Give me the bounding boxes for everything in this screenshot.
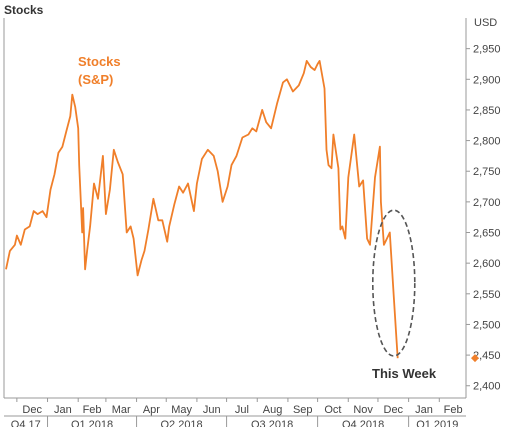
y-tick-label: 2,950 <box>473 44 501 56</box>
y-tick-label: 2,800 <box>473 136 501 148</box>
stocks-series-line <box>5 60 399 359</box>
y-axis-unit-label: USD <box>474 17 497 29</box>
x-quarter-label: Q2 2018 <box>160 419 202 427</box>
x-month-label: Feb <box>444 404 463 416</box>
this-week-highlight-ellipse <box>371 209 416 357</box>
y-tick-label: 2,750 <box>473 166 501 178</box>
y-tick-label: 2,600 <box>473 258 501 270</box>
series-label-line2: (S&P) <box>78 72 113 87</box>
x-month-label: Dec <box>22 404 42 416</box>
y-tick-label: 2,500 <box>473 319 501 331</box>
x-quarter-label: Q1 2018 <box>71 419 113 427</box>
x-month-label: Apr <box>143 404 160 416</box>
last-value-marker <box>471 354 479 363</box>
x-month-label: May <box>171 404 192 416</box>
x-month-label: Jan <box>54 404 72 416</box>
x-quarter-label: Q1 2019 <box>416 419 458 427</box>
y-tick-label: 2,550 <box>473 289 501 301</box>
x-month-label: Jul <box>235 404 249 416</box>
chart-title: Stocks <box>4 3 44 17</box>
x-quarter-label: Q4 2018 <box>342 419 384 427</box>
y-tick-label: 2,850 <box>473 105 501 117</box>
x-month-label: Dec <box>384 404 404 416</box>
x-month-label: Jun <box>203 404 221 416</box>
x-month-label: Oct <box>324 404 341 416</box>
y-tick-label: 2,450 <box>473 350 501 362</box>
x-quarter-label: Q3 2018 <box>251 419 293 427</box>
y-tick-label: 2,900 <box>473 74 501 86</box>
x-month-label: Mar <box>112 404 131 416</box>
x-month-label: Sep <box>293 404 313 416</box>
y-tick-label: 2,400 <box>473 381 501 393</box>
x-month-label: Nov <box>353 404 373 416</box>
x-month-label: Aug <box>263 404 283 416</box>
y-tick-label: 2,700 <box>473 197 501 209</box>
x-quarter-label: Q4 17 <box>11 419 41 427</box>
this-week-annotation: This Week <box>372 366 437 381</box>
series-label-line1: Stocks <box>78 54 121 69</box>
x-month-label: Feb <box>83 404 102 416</box>
x-month-label: Jan <box>415 404 433 416</box>
y-tick-label: 2,650 <box>473 228 501 240</box>
